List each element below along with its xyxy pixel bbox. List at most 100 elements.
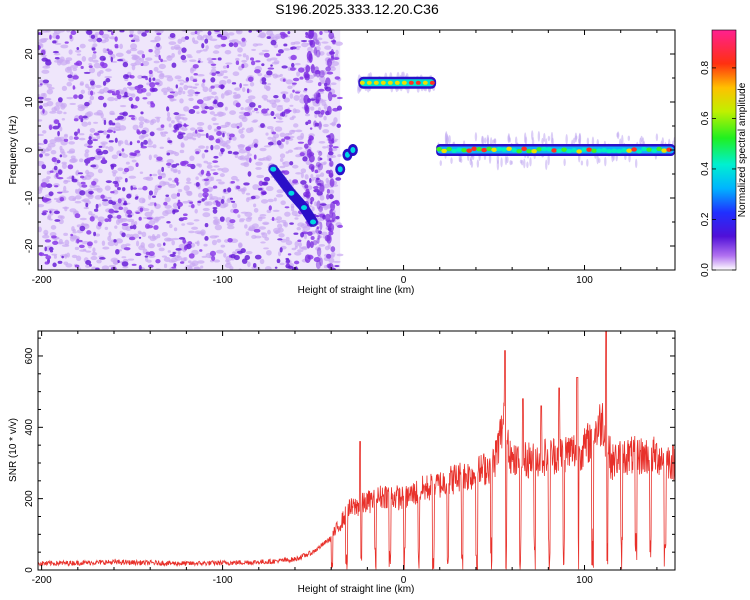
noise-blob [181, 162, 184, 166]
noise-speck [304, 174, 309, 180]
noise-speck [38, 133, 45, 137]
carrier-halo [551, 137, 554, 146]
noise-blob [127, 81, 132, 86]
noise-speck [298, 241, 302, 248]
noise-speck [145, 176, 154, 181]
noise-blob [276, 140, 282, 146]
noise-speck [198, 57, 202, 61]
noise-speck [154, 35, 161, 42]
noise-blob [313, 185, 319, 190]
noise-speck [311, 206, 315, 212]
noise-band [315, 95, 320, 105]
noise-blob [192, 64, 199, 69]
noise-blob [53, 210, 60, 215]
noise-speck [206, 164, 213, 169]
noise-band [308, 154, 315, 163]
noise-blob [192, 105, 200, 110]
noise-blob [336, 123, 342, 128]
noise-speck [66, 66, 72, 71]
noise-speck [323, 123, 329, 128]
noise-blob [106, 135, 110, 139]
noise-speck [254, 235, 262, 239]
carrier-peak [476, 146, 482, 152]
noise-speck [274, 126, 283, 132]
noise-blob [38, 105, 43, 110]
noise-blob [195, 129, 198, 134]
noise-blob [115, 248, 120, 255]
noise-speck [57, 30, 66, 33]
noise-speck [304, 113, 311, 117]
noise-speck [255, 161, 263, 166]
noise-blob [205, 132, 209, 139]
noise-blob [111, 122, 116, 126]
noise-blob [253, 107, 259, 111]
carrier-halo [604, 156, 607, 167]
noise-blob [298, 67, 305, 73]
noise-speck [114, 97, 118, 101]
noise-speck [198, 133, 207, 136]
noise-speck [245, 231, 250, 236]
noise-speck [164, 237, 172, 242]
noise-speck [72, 231, 77, 234]
noise-band [331, 212, 336, 222]
transition-core [344, 151, 350, 158]
noise-blob [302, 156, 308, 162]
noise-speck [210, 68, 217, 75]
noise-speck [41, 69, 50, 74]
noise-speck [167, 250, 171, 253]
noise-speck [307, 46, 313, 53]
noise-speck [38, 94, 41, 98]
noise-speck [121, 256, 127, 259]
noise-blob [135, 211, 140, 214]
noise-speck [265, 185, 274, 192]
noise-blob [267, 67, 275, 70]
upper-tone-peak [373, 80, 379, 85]
noise-blob [131, 117, 136, 120]
noise-blob [113, 239, 117, 243]
noise-speck [186, 85, 193, 89]
noise-speck [146, 92, 152, 97]
noise-speck [54, 59, 60, 63]
noise-speck [211, 66, 217, 69]
noise-blob [161, 166, 165, 173]
noise-blob [49, 210, 52, 214]
noise-blob [211, 72, 216, 76]
noise-blob [195, 151, 200, 155]
noise-speck [280, 200, 286, 206]
noise-speck [205, 145, 209, 149]
noise-speck [331, 155, 337, 158]
noise-speck [178, 113, 186, 117]
noise-blob [73, 94, 78, 99]
noise-speck [191, 226, 199, 230]
noise-blob [188, 253, 195, 259]
noise-speck [125, 50, 132, 54]
noise-speck [260, 199, 269, 204]
carrier-peak [436, 146, 442, 152]
noise-speck [279, 158, 284, 163]
noise-speck [149, 235, 157, 242]
noise-speck [138, 123, 144, 129]
noise-blob [233, 254, 240, 261]
noise-speck [177, 250, 181, 255]
noise-speck [79, 43, 86, 49]
noise-speck [315, 174, 322, 178]
noise-speck [249, 107, 253, 110]
noise-blob [217, 33, 223, 38]
noise-blob [182, 216, 188, 221]
x-tick-label: -100 [213, 275, 233, 286]
noise-speck [87, 86, 91, 91]
noise-band [326, 188, 330, 194]
noise-band [328, 169, 334, 179]
noise-blob [247, 171, 252, 177]
noise-blob [134, 150, 141, 154]
noise-blob [336, 105, 343, 111]
noise-speck [200, 265, 204, 269]
noise-speck [90, 256, 98, 261]
noise-speck [38, 142, 45, 146]
noise-blob [185, 77, 190, 82]
carrier-peak [491, 147, 497, 153]
noise-blob [191, 204, 195, 209]
noise-speck [46, 100, 54, 107]
noise-band [319, 221, 323, 231]
noise-blob [148, 70, 153, 75]
